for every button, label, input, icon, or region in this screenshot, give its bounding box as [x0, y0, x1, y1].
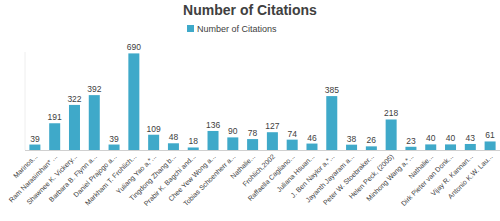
- data-label: 218: [384, 108, 398, 118]
- data-label: 38: [347, 134, 357, 144]
- data-label: 61: [485, 130, 495, 140]
- data-label: 46: [307, 133, 317, 143]
- data-label: 690: [127, 42, 141, 52]
- legend-label: Number of Citations: [197, 24, 277, 34]
- bar: [29, 145, 40, 150]
- data-label: 78: [248, 128, 258, 138]
- bar: [366, 146, 377, 150]
- data-label: 39: [109, 134, 119, 144]
- bar: [168, 143, 179, 150]
- bars: [29, 53, 495, 150]
- data-label: 26: [367, 135, 377, 145]
- data-label: 39: [30, 134, 40, 144]
- data-label: 43: [466, 133, 476, 143]
- bar: [247, 139, 258, 150]
- bar: [326, 96, 337, 150]
- bar: [386, 119, 397, 150]
- data-label: 40: [446, 133, 456, 143]
- data-label: 385: [325, 85, 339, 95]
- bar: [445, 144, 456, 150]
- data-label: 136: [206, 120, 220, 130]
- x-axis-line: [25, 150, 500, 151]
- data-label: 40: [426, 133, 436, 143]
- data-label: 23: [406, 136, 416, 146]
- bar: [148, 135, 159, 150]
- bar: [227, 137, 238, 150]
- y-axis-line: [25, 52, 26, 150]
- data-label: 322: [67, 94, 81, 104]
- bar: [69, 105, 80, 150]
- chart: Number of Citations Number of Citations 39…: [0, 0, 500, 221]
- data-label: 127: [265, 121, 279, 131]
- bar: [306, 144, 317, 150]
- legend: Number of Citations: [187, 24, 277, 34]
- data-label: 392: [87, 84, 101, 94]
- bar: [465, 144, 476, 150]
- x-tick-label: Tobias Schoenherr a...: [182, 153, 237, 208]
- bar: [128, 53, 139, 150]
- bar: [109, 145, 120, 150]
- data-label: 191: [48, 112, 62, 122]
- bar: [267, 132, 278, 150]
- bar: [346, 145, 357, 150]
- data-label: 18: [188, 136, 198, 146]
- bar: [485, 141, 496, 150]
- bar: [89, 95, 100, 150]
- bar: [49, 123, 60, 150]
- data-label: 74: [287, 129, 297, 139]
- bar: [405, 147, 416, 150]
- data-label: 48: [169, 132, 179, 142]
- data-label: 109: [147, 124, 161, 134]
- bar: [188, 147, 199, 150]
- x-tick-label: Antonio K.W. Lau...: [446, 153, 493, 200]
- bar: [287, 140, 298, 150]
- bar: [208, 131, 219, 150]
- bar: [425, 144, 436, 150]
- data-label: 90: [228, 126, 238, 136]
- title: Number of Citations: [183, 2, 317, 18]
- legend-swatch: [187, 25, 194, 32]
